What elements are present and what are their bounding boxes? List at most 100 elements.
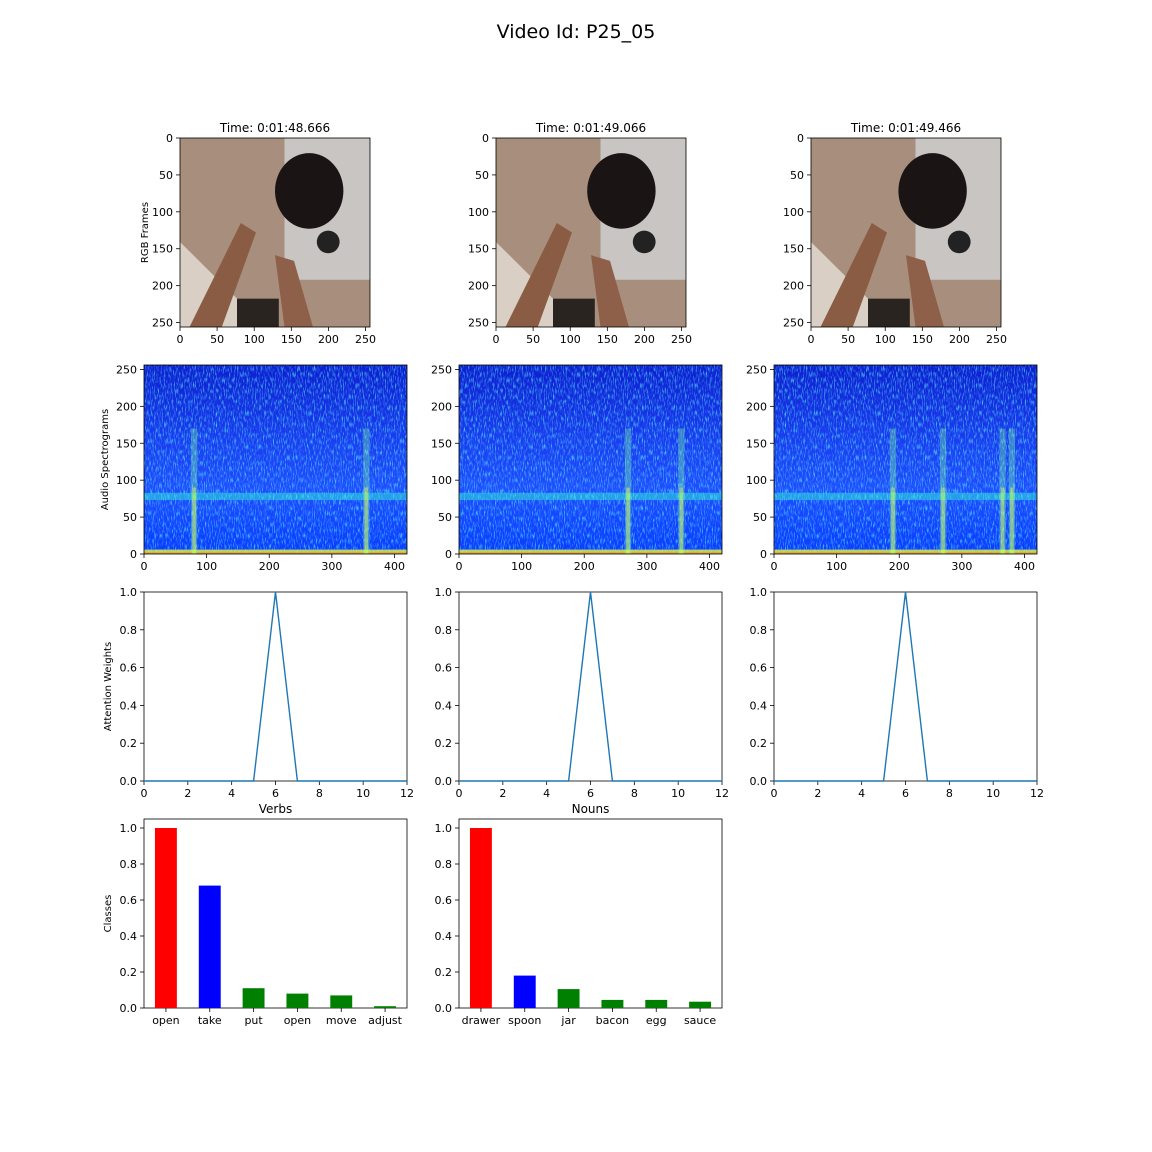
shorts	[868, 298, 910, 327]
x-tick-label: 6	[902, 787, 909, 800]
attention-line	[144, 591, 407, 782]
y-tick-label: 0.6	[750, 662, 768, 675]
y-tick-label: 250	[431, 363, 452, 376]
bar	[689, 1001, 712, 1008]
figure-title: Video Id: P25_05	[497, 21, 656, 43]
y-tick-label: 0.4	[435, 930, 453, 943]
y-tick-label: 0.6	[435, 662, 453, 675]
y-tick-label: 0	[166, 132, 173, 145]
y-tick-label: 100	[116, 474, 137, 487]
plot-frame	[458, 591, 723, 782]
x-tick-label: 300	[321, 560, 342, 573]
time-burst-core	[364, 487, 369, 554]
y-tick-label: 0.4	[120, 930, 138, 943]
y-tick-label: 0.2	[120, 737, 138, 750]
category-label: spoon	[508, 1014, 541, 1027]
y-tick-label: 50	[438, 511, 452, 524]
y-tick-label: 250	[116, 363, 137, 376]
nouns-chart: 0.0 0.2 0.4 0.6 0.8 1.0 Nouns drawer spoon jar bac…	[435, 802, 723, 1027]
y-tick-label: 0.2	[435, 737, 453, 750]
bar	[154, 828, 177, 1008]
y-axis-label: Classes	[103, 895, 114, 933]
y-tick-label: 200	[746, 400, 767, 413]
plot-frame	[495, 137, 687, 328]
bar	[330, 995, 353, 1008]
plot-frame	[143, 591, 408, 782]
low-band	[144, 549, 407, 554]
x-tick-label: 400	[384, 560, 405, 573]
attention-2: 0 2 4 6 8 10 12 0.0 0.2 0.4 0.6 0.8 1.0	[435, 586, 730, 800]
spectrogram-1: 0 100 200 300 400 0 50 100 150 200 250 Audio Spectr…	[100, 363, 408, 573]
y-tick-label: 0.2	[750, 737, 768, 750]
shorts	[237, 298, 279, 327]
x-tick-label: 250	[986, 333, 1007, 346]
freq-band	[144, 492, 407, 501]
x-tick-label: 0	[771, 787, 778, 800]
y-tick-label: 0.8	[120, 858, 138, 871]
y-tick-label: 0.8	[435, 858, 453, 871]
category-label: drawer	[462, 1014, 501, 1027]
left-arm	[189, 223, 256, 327]
bar	[469, 828, 492, 1008]
x-tick-label: 10	[986, 787, 1000, 800]
x-tick-label: 150	[597, 333, 618, 346]
x-tick-label: 250	[671, 333, 692, 346]
verbs-chart: 0.0 0.2 0.4 0.6 0.8 1.0 Verbs Classes open take pu…	[103, 802, 408, 1027]
x-tick-label: 12	[400, 787, 414, 800]
spectrogram-texture	[459, 365, 722, 554]
x-tick-label: 400	[1014, 560, 1035, 573]
spectrogram-texture	[144, 365, 407, 554]
y-tick-label: 0.0	[120, 775, 138, 788]
y-tick-label: 150	[783, 243, 804, 256]
y-tick-label: 0.8	[120, 624, 138, 637]
x-tick-label: 10	[356, 787, 370, 800]
x-tick-label: 50	[841, 333, 855, 346]
x-tick-label: 400	[699, 560, 720, 573]
time-burst-core	[941, 487, 945, 554]
x-tick-label: 2	[814, 787, 821, 800]
y-tick-label: 50	[475, 169, 489, 182]
panel-title: Time: 0:01:49.466	[850, 121, 961, 135]
bar	[286, 993, 309, 1008]
x-tick-label: 100	[875, 333, 896, 346]
bar	[374, 1006, 397, 1008]
bar	[601, 999, 624, 1008]
category-label: put	[244, 1014, 263, 1027]
time-burst-core	[1000, 487, 1005, 554]
left-arm	[820, 223, 887, 327]
x-tick-label: 100	[196, 560, 217, 573]
plot-frame	[143, 818, 408, 1009]
y-tick-label: 0	[760, 548, 767, 561]
low-band-hot	[144, 552, 407, 554]
x-tick-label: 100	[244, 333, 265, 346]
x-tick-label: 150	[912, 333, 933, 346]
x-tick-label: 0	[141, 787, 148, 800]
right-arm	[275, 255, 313, 327]
bar	[242, 988, 265, 1008]
x-tick-label: 200	[259, 560, 280, 573]
y-tick-label: 0	[445, 548, 452, 561]
time-burst	[939, 428, 947, 554]
y-tick-label: 0.6	[435, 894, 453, 907]
low-band-hot	[774, 552, 1037, 554]
time-burst-core	[192, 487, 196, 554]
pan	[275, 153, 344, 229]
y-tick-label: 0.8	[435, 624, 453, 637]
x-tick-label: 0	[771, 560, 778, 573]
y-tick-label: 50	[123, 511, 137, 524]
x-tick-label: 12	[1030, 787, 1044, 800]
category-label: open	[152, 1014, 179, 1027]
time-burst-core	[679, 487, 684, 554]
panel-title: Time: 0:01:48.666	[219, 121, 330, 135]
burner	[632, 230, 656, 254]
y-tick-label: 200	[431, 400, 452, 413]
category-label: take	[198, 1014, 222, 1027]
y-tick-label: 50	[753, 511, 767, 524]
x-tick-label: 8	[631, 787, 638, 800]
attention-line	[459, 591, 722, 782]
freq-band	[774, 492, 1037, 501]
panel-title: Time: 0:01:49.066	[535, 121, 646, 135]
x-tick-label: 2	[499, 787, 506, 800]
y-tick-label: 0.2	[120, 966, 138, 979]
x-tick-label: 200	[949, 333, 970, 346]
